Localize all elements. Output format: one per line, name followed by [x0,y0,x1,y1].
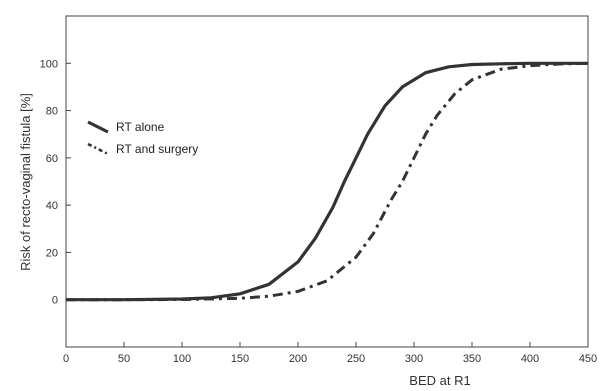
legend-swatch-1 [87,120,109,134]
y-axis-label: Risk of recto-vaginal fistula [%] [18,93,33,271]
series-line-1 [66,61,588,302]
x-tick-label: 150 [231,353,249,365]
x-tick-label: 400 [521,353,539,365]
y-tick-label: 80 [46,106,58,118]
x-tick-label: 450 [579,353,597,365]
x-tick-label: 100 [173,353,191,365]
x-tick-label: 50 [118,353,130,365]
x-tick-label: 350 [463,353,481,365]
legend-label-2: RT and surgery [116,142,198,156]
x-tick-label: 0 [63,353,69,365]
y-tick-label: 60 [46,153,58,165]
x-tick-label: 300 [405,353,423,365]
x-tick-label: 200 [289,353,307,365]
series-line-2 [66,61,589,302]
legend: RT alone RT and surgery [87,120,198,156]
series-layer [66,61,589,302]
y-tick-label: 100 [40,58,58,70]
y-tick-label: 0 [52,295,58,307]
y-tick-label: 40 [46,200,58,212]
x-axis-ticks: 0 50 100 150 200 250 300 350 400 450 [63,342,597,365]
x-axis-label: BED at R1 [409,373,470,388]
plot-frame [65,15,589,348]
x-tick-label: 250 [347,353,365,365]
legend-swatch-2 [87,142,109,156]
legend-label-1: RT alone [116,120,165,134]
y-axis-ticks: 0 20 40 60 80 100 [40,58,71,307]
y-tick-label: 20 [46,247,58,259]
